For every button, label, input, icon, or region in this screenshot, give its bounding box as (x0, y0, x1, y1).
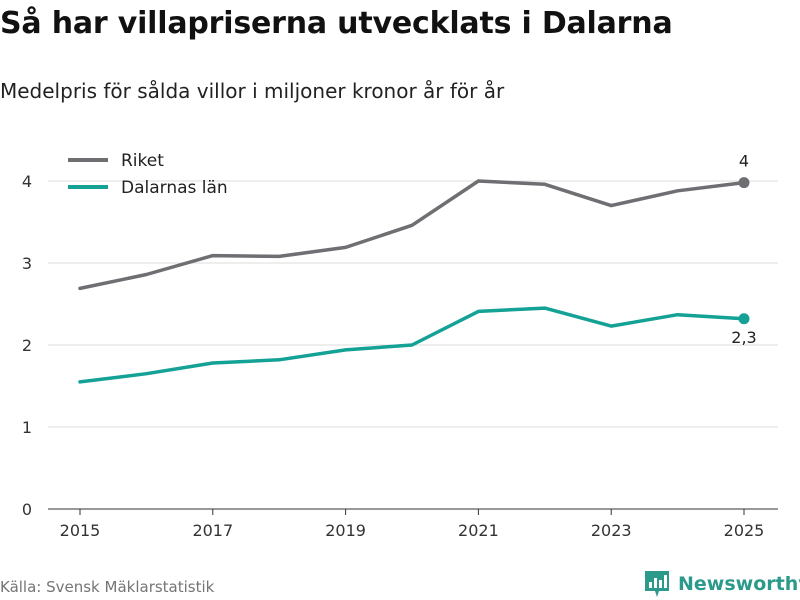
brand-name: Newsworthy (678, 573, 800, 595)
source-note: Källa: Svensk Mäklarstatistik (0, 578, 215, 596)
axes: 0 1 2 3 4 2015 2017 2019 2021 2023 2025 (22, 172, 765, 540)
y-tick-label: 2 (22, 336, 32, 355)
series: 42,3 (78, 152, 757, 384)
x-tick-label: 2019 (325, 521, 366, 540)
x-tick-label: 2025 (724, 521, 765, 540)
x-tick-label: 2015 (60, 521, 101, 540)
chart-title: Så har villapriserna utvecklats i Dalarn… (0, 6, 673, 41)
y-tick-label: 4 (22, 172, 32, 191)
y-tick-label: 1 (22, 418, 32, 437)
end-point-marker (738, 177, 750, 189)
x-tick-label: 2017 (192, 521, 233, 540)
newsworthy-logo-icon (645, 571, 669, 597)
y-tick-label: 0 (22, 500, 32, 519)
brand-logo: Newsworthy (644, 570, 800, 598)
series-line-dalarna (78, 306, 746, 384)
legend: Riket Dalarnas län (68, 151, 228, 198)
legend-label: Riket (121, 151, 164, 171)
series-line-riket (78, 179, 746, 291)
x-tick-label: 2023 (591, 521, 632, 540)
end-point-marker (738, 313, 750, 325)
legend-label: Dalarnas län (121, 178, 228, 198)
x-tick-label: 2021 (458, 521, 499, 540)
end-value-label: 2,3 (731, 328, 756, 347)
end-value-label: 4 (739, 152, 749, 171)
y-tick-label: 3 (22, 254, 32, 273)
chart-subtitle: Medelpris för sålda villor i miljoner kr… (0, 79, 505, 103)
